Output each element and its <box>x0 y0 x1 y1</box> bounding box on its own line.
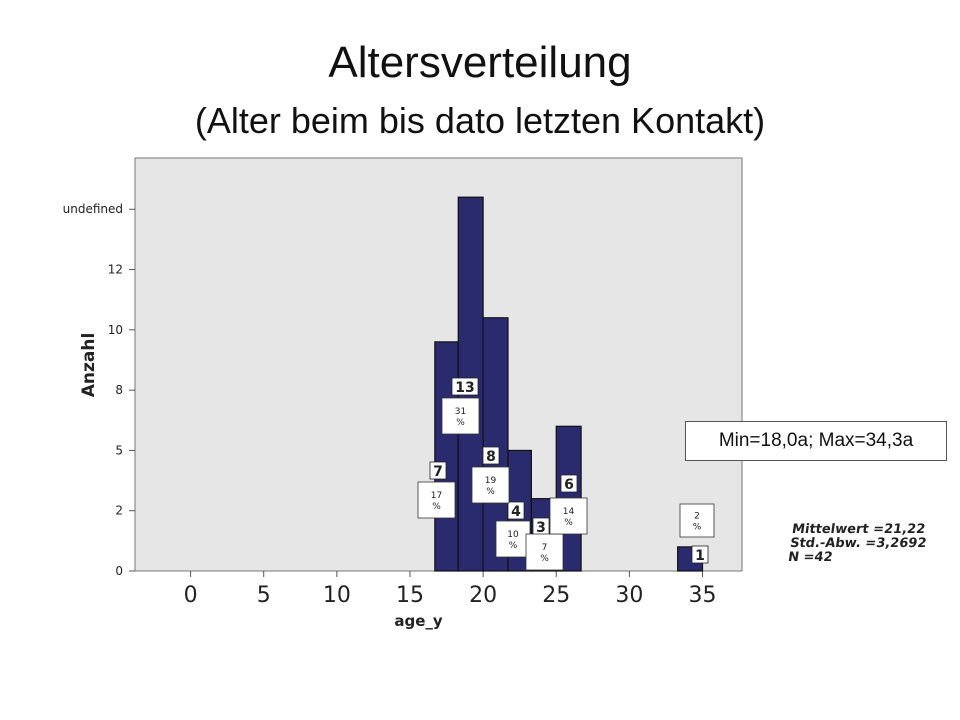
percent-label: 14% <box>563 507 575 528</box>
percent-label-box <box>549 497 588 535</box>
x-tick-label: 35 <box>689 583 717 608</box>
percent-label: 10% <box>507 530 519 551</box>
count-label: 3 <box>536 520 546 536</box>
count-label-box <box>429 461 447 480</box>
y-tick-label: 10 <box>108 323 123 337</box>
y-tick-label: 8 <box>115 383 123 397</box>
x-tick-label: 5 <box>257 583 271 608</box>
count-label-box <box>482 446 500 465</box>
count-label: 4 <box>511 504 521 520</box>
percent-label-box <box>417 481 456 519</box>
statistics-legend: Mittelwert =21,22 Std.-Abw. =3,2692 N =4… <box>787 522 929 565</box>
y-tick-label: undefined <box>63 202 123 216</box>
page-title: Altersverteilung <box>328 38 632 87</box>
y-tick-label: 5 <box>115 443 123 457</box>
x-tick-label: 25 <box>542 583 570 608</box>
x-tick-label: 30 <box>615 583 643 608</box>
histogram-bar <box>434 341 459 572</box>
count-label: 6 <box>564 477 574 493</box>
mean-stat: Mittelwert =21,22 <box>790 522 927 537</box>
percent-label: 7% <box>540 543 549 564</box>
percent-label-box <box>471 466 510 504</box>
n-stat: N =42 <box>787 550 834 565</box>
percent-label: 31% <box>455 407 466 428</box>
y-tick-label: 12 <box>108 263 123 277</box>
count-label: 1 <box>695 548 705 564</box>
percent-label-box <box>441 397 480 435</box>
x-tick-label: 10 <box>323 583 351 608</box>
percent-label: 17% <box>431 491 442 512</box>
count-label-box <box>560 474 578 493</box>
x-tick-label: 15 <box>396 583 424 608</box>
count-label-box <box>451 377 479 396</box>
percent-label: 19% <box>485 476 497 497</box>
percent-label-box <box>679 503 715 538</box>
y-axis-label: Anzahl <box>79 333 99 398</box>
count-label: 13 <box>455 380 474 396</box>
y-tick-label: 2 <box>115 504 123 518</box>
sd-stat: Std.-Abw. =3,2692 <box>789 536 928 551</box>
x-tick-label: 20 <box>469 583 497 608</box>
percent-label-box <box>525 533 564 571</box>
count-label: 7 <box>433 464 443 480</box>
count-label-box <box>507 501 525 520</box>
percent-label: 2% <box>693 512 702 533</box>
count-label-box <box>691 545 709 564</box>
x-tick-label: 0 <box>184 583 198 608</box>
y-tick-label: 0 <box>115 564 123 578</box>
count-label: 8 <box>486 449 496 465</box>
page-subtitle: (Alter beim bis dato letzten Kontakt) <box>194 100 766 141</box>
min-max-annotation: Min=18,0a; Max=34,3a <box>685 421 947 461</box>
x-axis-label: age_y <box>394 612 443 630</box>
